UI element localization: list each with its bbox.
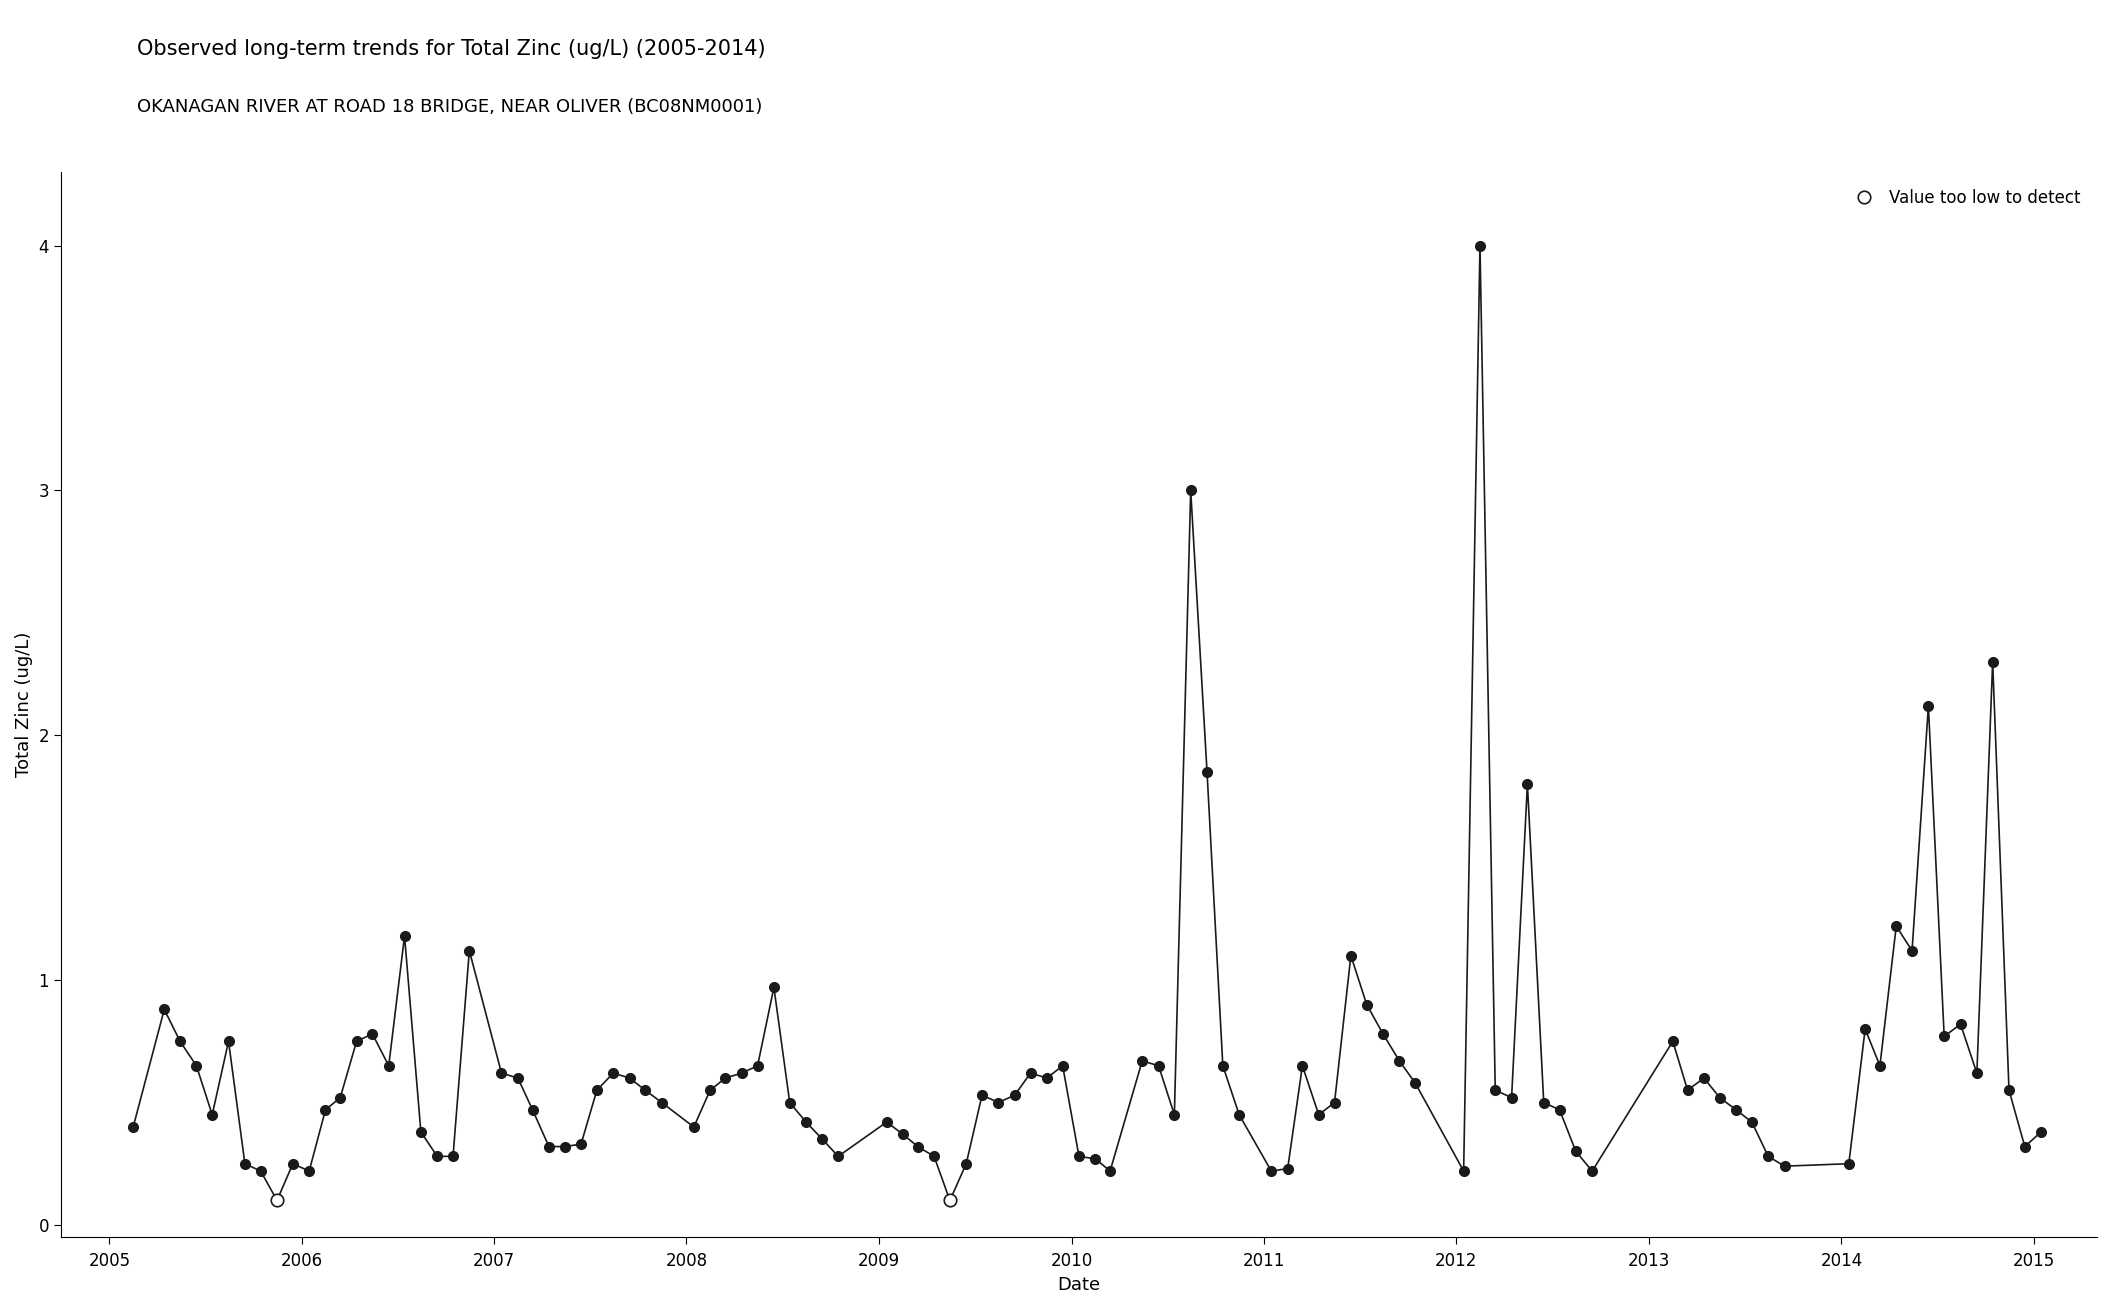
X-axis label: Date: Date bbox=[1058, 1276, 1100, 1295]
Y-axis label: Total Zinc (ug/L): Total Zinc (ug/L) bbox=[15, 632, 34, 778]
Text: OKANAGAN RIVER AT ROAD 18 BRIDGE, NEAR OLIVER (BC08NM0001): OKANAGAN RIVER AT ROAD 18 BRIDGE, NEAR O… bbox=[137, 98, 762, 117]
Text: Observed long-term trends for Total Zinc (ug/L) (2005-2014): Observed long-term trends for Total Zinc… bbox=[137, 39, 767, 59]
Legend: Value too low to detect: Value too low to detect bbox=[1840, 181, 2089, 215]
